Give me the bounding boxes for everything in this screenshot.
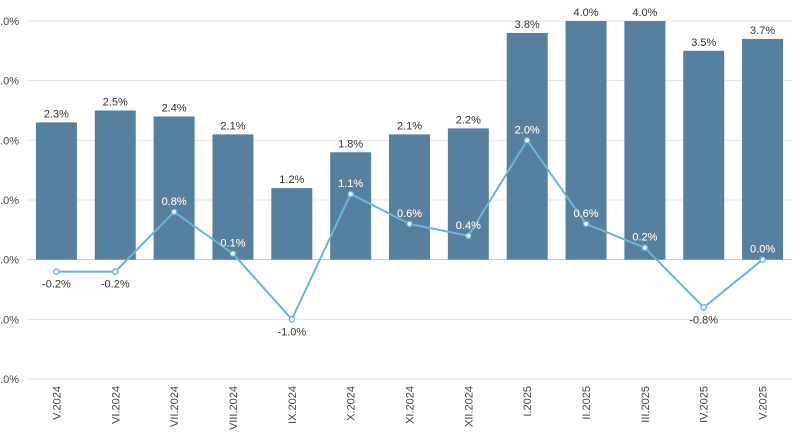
- line-value-label: 1.1%: [338, 178, 363, 190]
- x-tick-label: XI.2024: [405, 386, 417, 424]
- bar: [506, 32, 548, 260]
- bar-value-label: 2.3%: [44, 108, 69, 120]
- bar: [742, 38, 784, 260]
- bar-value-label: 4.0%: [573, 7, 598, 19]
- y-tick-label: 0.0%: [0, 255, 19, 267]
- line-value-label: 0.2%: [632, 232, 657, 244]
- x-tick-label: IV.2025: [699, 386, 711, 423]
- line-value-label: 0.1%: [220, 238, 245, 250]
- x-tick-label: V.2024: [51, 386, 63, 420]
- line-point: [759, 256, 766, 263]
- line-value-label: -0.2%: [101, 279, 130, 291]
- x-tick-label: III.2025: [640, 386, 652, 423]
- line-value-label: -0.8%: [689, 314, 718, 326]
- line-value-label: 0.4%: [456, 220, 481, 232]
- bar-value-label: 2.1%: [397, 120, 422, 132]
- line-point: [288, 316, 296, 323]
- bar: [271, 188, 313, 260]
- bar-value-label: 2.5%: [103, 97, 128, 109]
- line-value-label: 2.0%: [515, 124, 540, 136]
- bar: [565, 21, 607, 260]
- bar: [153, 116, 195, 260]
- line-value-label: -0.2%: [42, 279, 71, 291]
- bar: [624, 21, 666, 260]
- y-tick-label: 2.0%: [0, 135, 19, 147]
- line-point: [53, 268, 60, 275]
- x-tick-label: VIII.2024: [228, 386, 240, 430]
- bar: [330, 152, 372, 260]
- bar: [683, 50, 725, 260]
- y-tick-label: -2.0%: [0, 374, 19, 386]
- x-tick-label: IX.2024: [287, 386, 299, 424]
- bar-value-label: 2.4%: [162, 102, 187, 114]
- x-tick-label: VII.2024: [169, 386, 181, 427]
- line-point: [465, 232, 472, 240]
- bar-value-label: 2.1%: [220, 120, 245, 132]
- line-point: [641, 244, 649, 252]
- line-point: [347, 190, 354, 198]
- line-point: [700, 304, 708, 311]
- y-tick-label: 4.0%: [0, 16, 19, 28]
- x-tick-label: I.2025: [522, 386, 534, 417]
- bar-value-label: 3.8%: [515, 19, 540, 31]
- bar: [35, 122, 77, 260]
- bar-value-label: 3.7%: [750, 25, 775, 37]
- line-point: [523, 137, 531, 144]
- line-point: [111, 268, 119, 275]
- x-tick-label: II.2025: [581, 386, 593, 420]
- line-value-label: -1.0%: [277, 326, 306, 338]
- x-tick-label: V.2025: [758, 386, 770, 420]
- line-value-label: 0.0%: [750, 244, 775, 256]
- line-point: [170, 208, 178, 216]
- line-value-label: 0.6%: [397, 208, 422, 220]
- bar: [447, 128, 489, 260]
- bar-value-label: 1.8%: [338, 138, 363, 150]
- line-point: [582, 220, 590, 228]
- bar-value-label: 1.2%: [279, 174, 304, 186]
- bar-value-label: 4.0%: [632, 7, 657, 19]
- bar: [212, 134, 254, 260]
- y-tick-label: 1.0%: [0, 195, 19, 207]
- line-value-label: 0.8%: [162, 196, 187, 208]
- line-point: [406, 220, 413, 228]
- bar: [389, 134, 430, 260]
- line-value-label: 0.6%: [573, 208, 598, 220]
- x-tick-label: VI.2024: [110, 386, 122, 424]
- y-tick-label: -1.0%: [0, 314, 19, 326]
- x-tick-label: XII.2024: [463, 386, 475, 427]
- line-point: [229, 250, 237, 257]
- x-tick-label: X.2024: [346, 386, 358, 421]
- bar-value-label: 3.5%: [691, 37, 716, 49]
- bar-value-label: 2.2%: [456, 114, 481, 126]
- y-tick-label: 3.0%: [0, 76, 19, 88]
- bar: [94, 110, 136, 260]
